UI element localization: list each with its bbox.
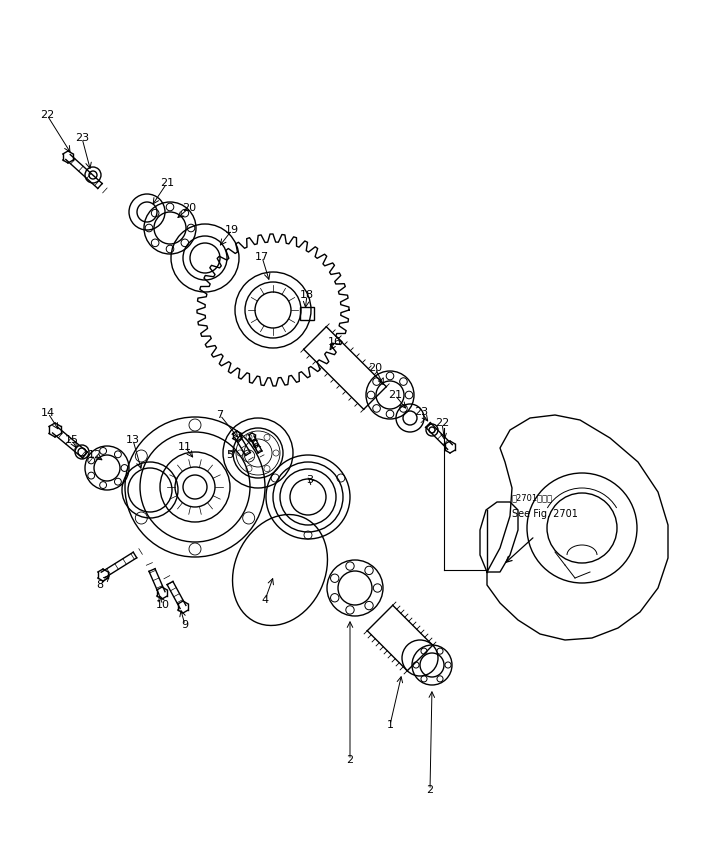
- Text: 13: 13: [126, 435, 140, 445]
- Text: 18: 18: [300, 290, 314, 300]
- Text: 20: 20: [368, 363, 382, 373]
- Text: 4: 4: [261, 595, 269, 605]
- Text: 16: 16: [328, 337, 342, 347]
- Text: 8: 8: [96, 580, 104, 590]
- Text: 9: 9: [181, 620, 189, 630]
- Text: 22: 22: [40, 110, 54, 120]
- Text: 14: 14: [41, 408, 55, 418]
- Text: 22: 22: [435, 418, 449, 428]
- Text: 10: 10: [156, 600, 170, 610]
- Text: 23: 23: [75, 133, 89, 143]
- Text: 21: 21: [160, 178, 174, 188]
- Text: 第2701図参照: 第2701図参照: [512, 494, 553, 502]
- Text: 1: 1: [387, 720, 394, 730]
- Text: 21: 21: [388, 390, 402, 400]
- Text: See Fig. 2701: See Fig. 2701: [512, 509, 578, 519]
- Text: 15: 15: [65, 435, 79, 445]
- Text: 3: 3: [307, 475, 314, 485]
- Text: 12: 12: [88, 450, 102, 460]
- Text: 5: 5: [227, 450, 234, 460]
- Text: 2: 2: [347, 755, 354, 765]
- Text: 6: 6: [251, 440, 258, 450]
- Text: 11: 11: [178, 442, 192, 452]
- Text: 23: 23: [414, 407, 428, 417]
- Text: 2: 2: [426, 785, 434, 795]
- Text: 7: 7: [216, 410, 223, 420]
- Text: 17: 17: [255, 252, 269, 262]
- Text: 19: 19: [225, 225, 239, 235]
- Text: 20: 20: [182, 203, 196, 213]
